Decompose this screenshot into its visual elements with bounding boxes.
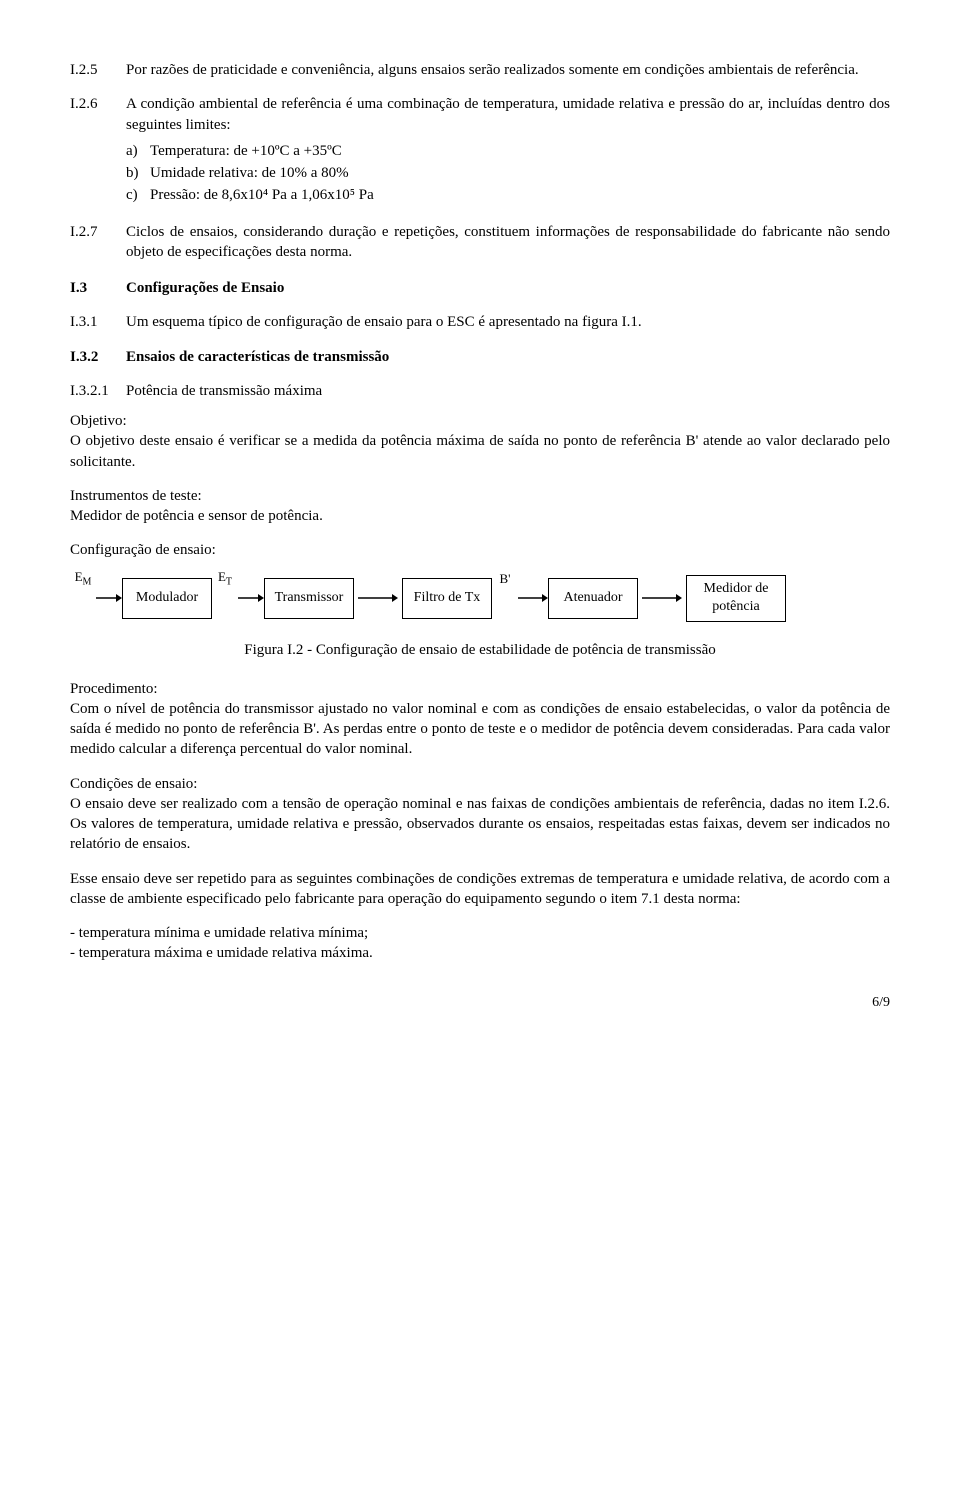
item-i321-num: I.3.2.1 <box>70 381 126 401</box>
extreme-conditions-list: - temperatura mínima e umidade relativa … <box>70 923 890 964</box>
item-i26-intro: A condição ambiental de referência é uma… <box>126 96 890 132</box>
instrumentos-label: Instrumentos de teste: <box>70 486 890 506</box>
i26-c-label: c) <box>126 185 150 205</box>
subsection-i32-num: I.3.2 <box>70 347 126 367</box>
i26-c-value: Pressão: de 8,6x10⁴ Pa a 1,06x10⁵ Pa <box>150 185 890 205</box>
item-i27-text: Ciclos de ensaios, considerando duração … <box>126 222 890 263</box>
condicoes-text: O ensaio deve ser realizado com a tensão… <box>70 794 890 855</box>
instrumentos-text: Medidor de potência e sensor de potência… <box>70 506 890 526</box>
item-i26: I.2.6 A condição ambiental de referência… <box>70 94 890 207</box>
box-transmissor: Transmissor <box>264 578 354 619</box>
item-i26-list: a) Temperatura: de +10ºC a +35ºC b) Umid… <box>126 141 890 206</box>
item-i25-text: Por razões de praticidade e conveniência… <box>126 60 890 80</box>
item-i31-text: Um esquema típico de configuração de ens… <box>126 312 890 332</box>
arrow-icon <box>238 591 264 605</box>
arrow-icon <box>358 591 398 605</box>
box-medidor-l2: potência <box>712 599 759 614</box>
subsection-i32-title: Ensaios de características de transmissã… <box>126 347 890 367</box>
item-i321-title: Potência de transmissão máxima <box>126 381 890 401</box>
item-i31: I.3.1 Um esquema típico de configuração … <box>70 312 890 332</box>
i26-b-value: Umidade relativa: de 10% a 80% <box>150 163 890 183</box>
extreme-cond-1: - temperatura mínima e umidade relativa … <box>70 923 890 943</box>
section-i3-title: Configurações de Ensaio <box>126 278 890 298</box>
item-i321: I.3.2.1 Potência de transmissão máxima <box>70 381 890 401</box>
item-i25: I.2.5 Por razões de praticidade e conven… <box>70 60 890 80</box>
item-i27: I.2.7 Ciclos de ensaios, considerando du… <box>70 222 890 263</box>
item-i26-body: A condição ambiental de referência é uma… <box>126 94 890 207</box>
objetivo-label: Objetivo: <box>70 411 890 431</box>
i26-a-label: a) <box>126 141 150 161</box>
signal-em-label: EM <box>74 568 92 589</box>
box-medidor: Medidor de potência <box>686 575 786 623</box>
section-i3-num: I.3 <box>70 278 126 298</box>
box-modulador: Modulador <box>122 578 212 619</box>
item-i27-num: I.2.7 <box>70 222 126 242</box>
procedimento-text: Com o nível de potência do transmissor a… <box>70 699 890 760</box>
signal-et-label: ET <box>216 568 234 589</box>
arrow-icon <box>96 591 122 605</box>
page-number: 6/9 <box>70 994 890 1013</box>
config-label: Configuração de ensaio: <box>70 540 890 560</box>
extreme-cond-2: - temperatura máxima e umidade relativa … <box>70 943 890 963</box>
condicoes-label: Condições de ensaio: <box>70 774 890 794</box>
arrow-icon <box>642 591 682 605</box>
box-filtro: Filtro de Tx <box>402 578 492 619</box>
section-i3-heading: I.3 Configurações de Ensaio <box>70 278 890 298</box>
procedimento-label: Procedimento: <box>70 679 890 699</box>
i26-a-value: Temperatura: de +10ºC a +35ºC <box>150 141 890 161</box>
item-i26-num: I.2.6 <box>70 94 126 114</box>
subsection-i32-heading: I.3.2 Ensaios de características de tran… <box>70 347 890 367</box>
block-diagram: EM Modulador ET Transmissor Filtro de Tx… <box>70 575 890 623</box>
box-medidor-l1: Medidor de <box>704 581 769 596</box>
arrow-icon <box>518 591 548 605</box>
i26-b-label: b) <box>126 163 150 183</box>
objetivo-text: O objetivo deste ensaio é verificar se a… <box>70 431 890 472</box>
item-i25-num: I.2.5 <box>70 60 126 80</box>
box-atenuador: Atenuador <box>548 578 638 619</box>
figure-caption: Figura I.2 - Configuração de ensaio de e… <box>70 640 890 660</box>
signal-b-label: B' <box>496 570 514 588</box>
item-i31-num: I.3.1 <box>70 312 126 332</box>
repeticao-text: Esse ensaio deve ser repetido para as se… <box>70 869 890 910</box>
